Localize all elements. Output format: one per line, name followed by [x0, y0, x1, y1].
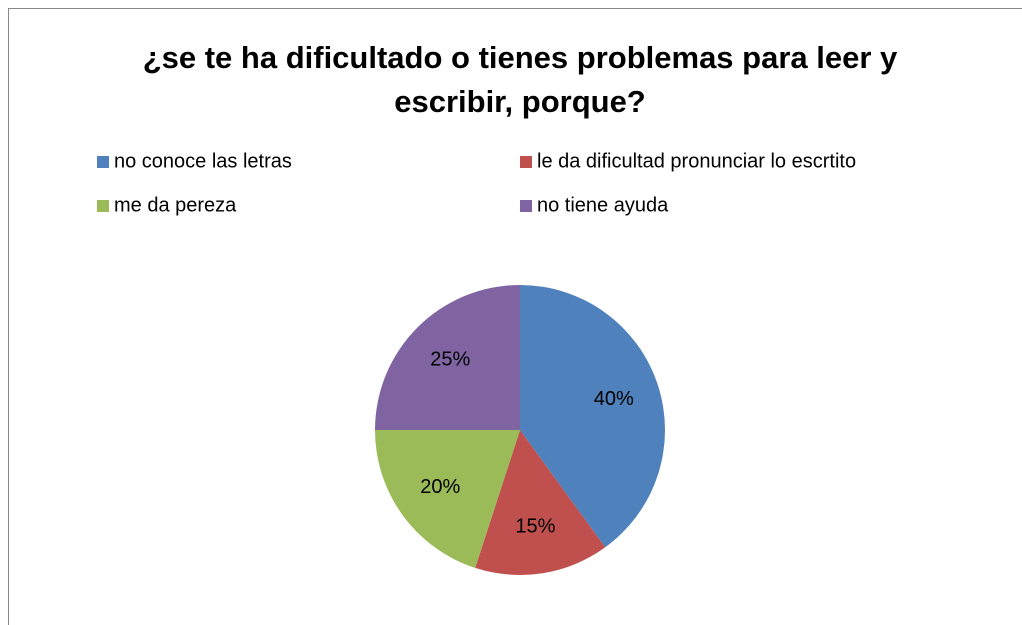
- chart-title: ¿se te ha dificultado o tienes problemas…: [142, 40, 898, 119]
- legend-label: me da pereza: [114, 194, 237, 216]
- data-label: 15%: [515, 516, 555, 538]
- pie-slice: [375, 285, 520, 430]
- legend-swatch: [97, 200, 109, 212]
- data-label: 40%: [594, 388, 634, 410]
- legend-swatch: [97, 156, 109, 168]
- pie-slice: [520, 285, 665, 548]
- legend-label: le da dificultad pronunciar lo escrtito: [537, 150, 856, 172]
- pie-slice: [375, 430, 520, 568]
- legend-label: no conoce las letras: [114, 150, 292, 172]
- data-label: 20%: [420, 476, 460, 498]
- data-label: 25%: [430, 349, 470, 371]
- legend-swatch: [520, 200, 532, 212]
- pie-slice: [475, 430, 606, 575]
- legend-label: no tiene ayuda: [537, 194, 669, 216]
- legend-swatch: [520, 156, 532, 168]
